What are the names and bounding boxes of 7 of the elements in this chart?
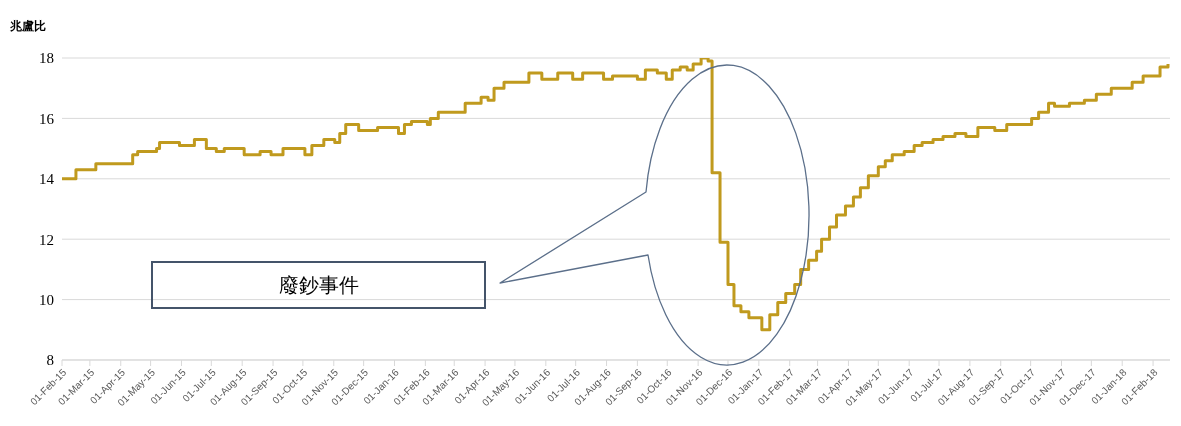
y-tick-label: 16 xyxy=(39,110,55,127)
y-tick-label: 14 xyxy=(39,171,55,188)
y-tick-label: 18 xyxy=(39,50,54,67)
y-tick-label: 10 xyxy=(39,291,54,308)
y-axis-title: 兆盧比 xyxy=(10,18,46,35)
y-tick-label: 12 xyxy=(39,231,54,248)
y-tick-label: 8 xyxy=(46,352,54,369)
